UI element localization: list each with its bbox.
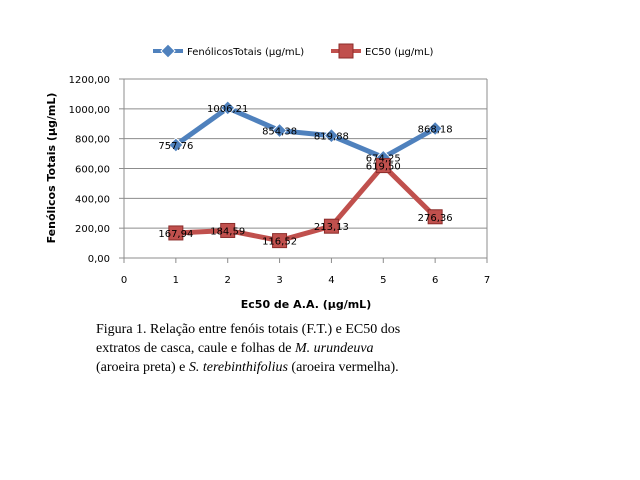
y-tick-label: 1200,00 [69,75,110,86]
data-label: 184,59 [210,226,245,237]
data-point [427,120,443,137]
series-line [173,105,438,160]
data-point [271,122,288,139]
legend-label: EC50 (µg/mL) [365,47,433,58]
x-tick-label: 2 [225,275,231,286]
data-point [375,158,391,174]
y-tick-label: 600,00 [75,165,110,176]
data-label: 1006,21 [207,104,248,115]
data-point [220,100,236,116]
series [168,100,443,249]
legend-square-marker [338,43,354,59]
caption-line-2: extratos de casca, caule e folhas de M. … [96,339,476,358]
data-label: 213,13 [314,222,349,233]
x-axis-title: Ec50 de A.A. (µg/mL) [241,298,371,311]
y-axis-title: Fenólicos Totais (µg/mL) [45,93,58,244]
species-name: M. urundeuva [295,341,374,356]
data-label: 854,38 [262,127,297,138]
caption-line-1: Figura 1. Relação entre fenóis totais (F… [96,322,401,337]
data-label: 868,18 [418,124,453,135]
y-tick-label: 800,00 [75,135,110,146]
data-label: 619,50 [366,162,401,173]
x-tick-label: 6 [432,275,438,286]
data-point [427,209,443,225]
data-label: 674,25 [366,153,401,164]
data-point [272,233,288,249]
x-tick-label: 3 [276,275,282,286]
caption-text: extratos de casca, caule e folhas de [96,341,296,356]
x-tick-label: 5 [380,275,386,286]
data-label: 167,94 [158,229,193,240]
data-label: 819,88 [314,132,349,143]
caption-text: (aroeira preta) e [96,360,189,375]
y-tick-label: 400,00 [75,194,110,205]
legend-label: FenólicosTotais (µg/mL) [187,46,304,58]
caption-text: (aroeira vermelha). [287,360,399,375]
x-tick-label: 1 [173,275,179,286]
legend-diamond-marker [160,43,176,59]
species-name: S. terebinthifolius [188,360,288,375]
data-point [323,127,340,144]
data-label: 757,76 [158,141,193,152]
data-labels: 757,76 1006,21 854,38 819,88 674,25 868,18 167… [158,104,452,248]
figure-caption: Figura 1. Relação entre fenóis totais (F… [96,320,476,377]
data-point [168,225,184,241]
data-label: 116,52 [262,237,297,248]
chart: FenólicosTotais (µg/mL) EC50 (µg/mL) 0,00… [45,43,491,311]
data-label: 276,36 [418,213,453,224]
series-line [173,163,438,244]
x-tick-label: 4 [328,275,334,286]
legend: FenólicosTotais (µg/mL) EC50 (µg/mL) [153,43,433,59]
data-point [220,222,236,238]
x-tick-label: 0 [121,275,127,286]
y-tick-label: 0,00 [88,254,110,265]
data-point [323,218,339,234]
data-point [168,137,184,153]
x-tick-label: 7 [484,275,490,286]
y-tick-label: 200,00 [75,224,110,235]
axes: 0,00 200,00 400,00 600,00 800,00 1000,00 1200,… [69,75,491,286]
caption-line-3: (aroeira preta) e S. terebinthifolius (a… [96,358,476,377]
y-tick-label: 1000,00 [69,105,110,116]
